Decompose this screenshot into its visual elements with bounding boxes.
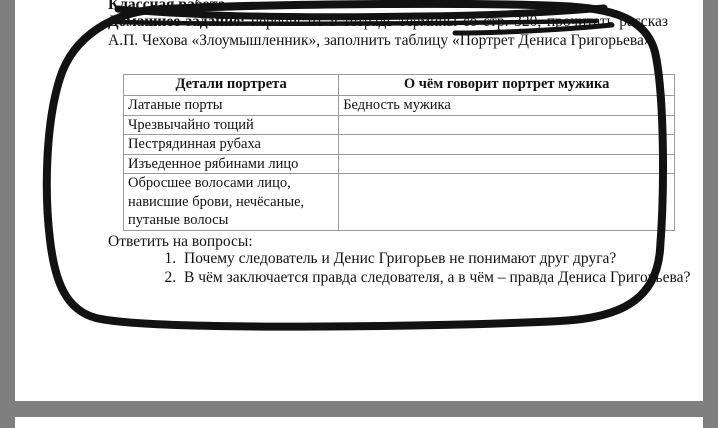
table-row: Пестрядинная рубаха — [122, 134, 675, 155]
question-list: Почему следователь и Денис Григорьев не … — [155, 250, 693, 287]
column-header-meaning: О чём говорит портрет мужика — [338, 74, 675, 96]
cell-detail: Пестрядинная рубаха — [122, 134, 340, 155]
cell-meaning — [338, 114, 675, 135]
cell-detail: Чрезвычайно тощий — [122, 114, 340, 135]
table-row: Латаные порты Бедность мужика — [122, 95, 675, 116]
table-row: Чрезвычайно тощий — [122, 114, 675, 135]
list-item: Почему следователь и Денис Григорьев не … — [180, 250, 693, 269]
cell-meaning — [338, 153, 675, 174]
cell-detail: Обросшее волосами лицо, нависшие брови, … — [122, 173, 340, 231]
document-page-1: Классная работа Домашнее задание: перепи… — [15, 0, 703, 401]
cell-meaning: Бедность мужика — [338, 95, 675, 116]
column-header-detail: Детали портрета — [122, 74, 340, 96]
document-page-2 — [15, 417, 703, 428]
cell-meaning — [338, 173, 675, 231]
answer-prompt: Ответить на вопросы: — [108, 233, 253, 250]
assignment-paragraph: Домашнее задание: переписать в тетрадь т… — [108, 13, 668, 50]
cell-detail: Изъеденное рябинами лицо — [122, 153, 340, 174]
assignment-label: Домашнее задание: — [108, 13, 246, 30]
portrait-table: Детали портрета О чём говорит портрет му… — [122, 74, 675, 231]
cell-detail: Латаные порты — [122, 95, 340, 116]
list-item: В чём заключается правда следователя, а … — [180, 269, 693, 288]
struck-heading: Классная работа — [108, 0, 226, 13]
table-row: Изъеденное рябинами лицо — [122, 153, 675, 174]
table-header-row: Детали портрета О чём говорит портрет му… — [122, 74, 675, 96]
cell-meaning — [338, 134, 675, 155]
table-row: Обросшее волосами лицо, нависшие брови, … — [122, 173, 675, 231]
